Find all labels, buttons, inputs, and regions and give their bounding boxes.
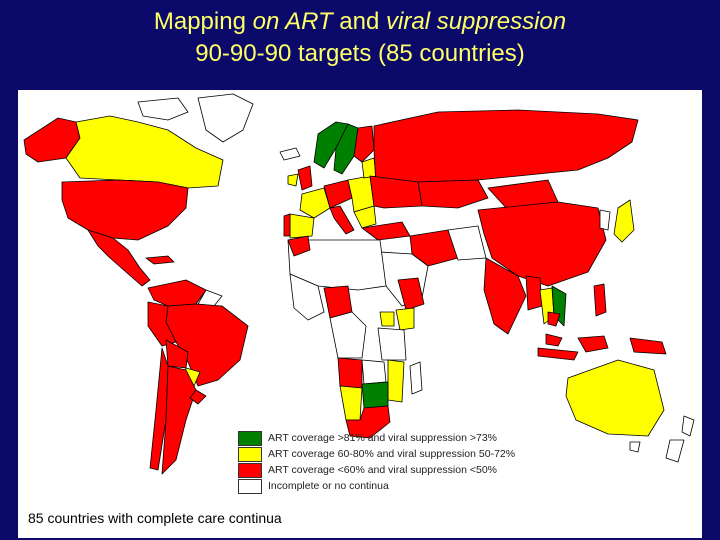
map-legend: ART coverage >81% and viral suppression … [238,430,515,494]
morocco [287,235,311,257]
legend-label: ART coverage <60% and viral suppression … [268,464,498,476]
indonesia-1 [537,347,579,361]
legend-swatch-red [238,462,262,478]
baltics [361,157,377,179]
legend-item-red: ART coverage <60% and viral suppression … [238,462,515,478]
legend-label: ART coverage >81% and viral suppression … [268,432,498,444]
portugal [283,213,291,237]
greece-balkans [353,205,377,229]
cameroon-congo [329,311,367,359]
japan [613,199,635,243]
cambodia [547,311,561,327]
zambia [361,359,387,385]
iran [409,229,459,267]
world-map-panel: ART coverage >81% and viral suppression … [18,90,702,538]
france [299,187,331,219]
uruguay [189,389,207,405]
malaysia [545,333,563,347]
italy [329,205,355,235]
malawi-mozambique [387,359,405,403]
kenya [395,307,415,331]
colombia-venezuela [147,279,207,307]
legend-label: Incomplete or no continua [268,480,389,492]
tanzania [377,327,407,361]
peru [147,301,177,347]
caribbean [145,255,175,265]
slide-title: Mapping on ART and viral suppression 90-… [0,6,720,70]
title-line-2: 90-90-90 targets (85 countries) [195,40,525,67]
australia [565,359,665,437]
indonesia-2 [577,335,609,353]
legend-item-yellow: ART coverage 60-80% and viral suppressio… [238,446,515,462]
india [483,257,527,335]
legend-label: ART coverage 60-80% and viral suppressio… [268,448,516,460]
ireland [287,173,299,187]
botswana-zimbabwe [361,381,389,409]
new-zealand-north [681,415,695,437]
iberia [289,213,315,239]
china [477,201,607,287]
footnote: 85 countries with complete care continua [28,510,282,526]
legend-swatch-green [238,430,262,446]
russia [373,109,639,187]
legend-item-green: ART coverage >81% and viral suppression … [238,430,515,446]
west-africa [289,273,325,321]
legend-swatch-white [238,478,262,494]
usa [61,179,189,241]
myanmar [525,275,543,311]
iceland [279,147,301,161]
angola [337,357,363,389]
legend-item-white: Incomplete or no continua [238,478,515,494]
ethiopia [397,277,425,311]
greenland [197,93,254,143]
madagascar [409,361,423,395]
korea [599,209,611,231]
argentina [161,365,197,475]
uganda [379,311,395,327]
legend-swatch-yellow [238,446,262,462]
south-africa [345,405,391,439]
mexico [87,229,151,287]
title-line-1: Mapping on ART and viral suppression [153,8,567,35]
papua [629,337,667,355]
tasmania [629,441,641,453]
ukraine [369,175,423,209]
kazakhstan [417,179,489,209]
canada [65,115,224,189]
uk [297,165,313,191]
new-zealand-south [665,439,685,463]
eastern-europe [347,175,375,213]
world-map [23,93,695,475]
philippines [593,283,607,317]
arctic-islands [137,97,189,121]
namibia [339,385,363,421]
finland [353,125,375,163]
